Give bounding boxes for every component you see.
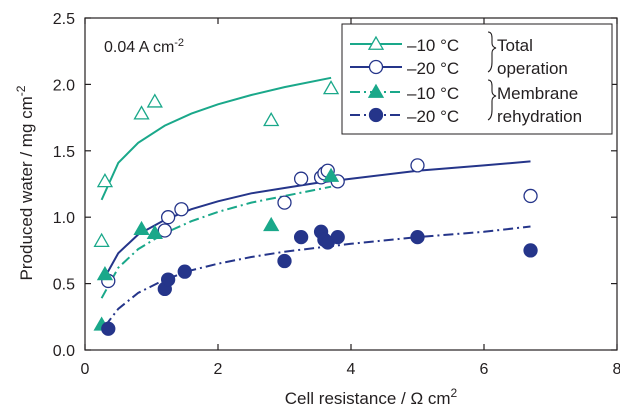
y-tick-label: 1.5 bbox=[53, 144, 75, 161]
x-axis-label-main: Cell resistance / Ω cm bbox=[285, 389, 451, 408]
data-point-series-1 bbox=[322, 80, 340, 95]
y-axis-label-main: Produced water / mg cm bbox=[17, 96, 36, 280]
data-point-series-4 bbox=[330, 229, 345, 245]
data-point-series-1 bbox=[133, 105, 150, 120]
data-point-series-2 bbox=[174, 202, 189, 217]
y-tick-label: 2.5 bbox=[53, 11, 75, 28]
legend-keys bbox=[350, 35, 402, 123]
legend-marker-key bbox=[367, 35, 385, 50]
data-point-series-3 bbox=[263, 216, 280, 232]
tick-labels: 0 2 4 6 8 0.0 0.5 1.0 1.5 2.0 2.5 bbox=[53, 11, 620, 378]
legend-entry-label: –10 °C bbox=[407, 84, 459, 103]
data-point-series-4 bbox=[101, 321, 116, 336]
fit-line-series-1 bbox=[100, 76, 332, 201]
x-axis-label-superscript: 2 bbox=[451, 386, 458, 400]
axes bbox=[84, 17, 618, 351]
y-axis-label: Produced water / mg cm-2 bbox=[14, 85, 36, 280]
data-point-series-2 bbox=[160, 210, 176, 225]
legend-group-brace bbox=[487, 31, 497, 73]
legend-marker-key bbox=[368, 107, 384, 123]
legend-entry-label: –20 °C bbox=[407, 59, 459, 78]
fit-line-series-3 bbox=[100, 185, 332, 299]
data-point-series-4 bbox=[160, 272, 176, 287]
y-tick-label: 2.0 bbox=[53, 77, 75, 94]
annotation-superscript: -2 bbox=[174, 37, 184, 49]
x-tick-label: 6 bbox=[480, 361, 489, 378]
data-point-series-3 bbox=[133, 220, 150, 236]
legend-group-label: Membrane bbox=[497, 84, 578, 103]
data-point-series-2 bbox=[410, 158, 425, 173]
data-point-series-4 bbox=[410, 229, 425, 245]
legend-group-label: rehydration bbox=[497, 107, 582, 126]
data-point-series-1 bbox=[146, 93, 163, 108]
annotation-text: 0.04 A cm-2 bbox=[104, 37, 184, 56]
legend-marker-key bbox=[367, 83, 385, 98]
annotation-main: 0.04 A cm bbox=[104, 39, 174, 56]
y-tick-label: 0.5 bbox=[53, 277, 75, 294]
data-markers bbox=[93, 80, 538, 336]
x-tick-label: 2 bbox=[214, 361, 223, 378]
legend-group-label: Total bbox=[497, 36, 533, 55]
legend-entry-label: –20 °C bbox=[407, 107, 459, 126]
legend: –10 °C –20 °C –10 °C –20 °C Total operat… bbox=[341, 23, 613, 135]
data-point-series-1 bbox=[93, 232, 110, 248]
legend-box bbox=[341, 23, 613, 135]
x-axis-label: Cell resistance / Ω cm2 bbox=[285, 386, 458, 408]
data-point-series-3 bbox=[146, 224, 163, 240]
data-point-series-2 bbox=[277, 195, 292, 210]
data-point-series-3 bbox=[96, 265, 114, 281]
data-point-series-3 bbox=[322, 167, 340, 182]
data-point-series-2 bbox=[157, 223, 172, 238]
legend-group-brace bbox=[487, 79, 497, 121]
data-point-series-1 bbox=[263, 111, 280, 127]
data-point-series-4 bbox=[177, 264, 192, 279]
legend-group-label: operation bbox=[497, 59, 568, 78]
data-point-series-4 bbox=[277, 253, 292, 269]
legend-marker-key bbox=[368, 59, 384, 75]
x-tick-label: 4 bbox=[347, 361, 356, 378]
data-point-series-2 bbox=[293, 171, 309, 186]
x-tick-label: 0 bbox=[81, 361, 90, 378]
data-point-series-4 bbox=[293, 229, 309, 245]
data-point-series-4 bbox=[523, 243, 538, 258]
data-point-series-2 bbox=[523, 188, 538, 204]
y-tick-label: 0.0 bbox=[53, 343, 75, 360]
y-axis-label-superscript: -2 bbox=[14, 85, 28, 96]
legend-entry-label: –10 °C bbox=[407, 36, 459, 55]
y-tick-label: 1.0 bbox=[53, 210, 75, 227]
x-tick-label: 8 bbox=[613, 361, 620, 378]
data-point-series-1 bbox=[96, 173, 114, 188]
